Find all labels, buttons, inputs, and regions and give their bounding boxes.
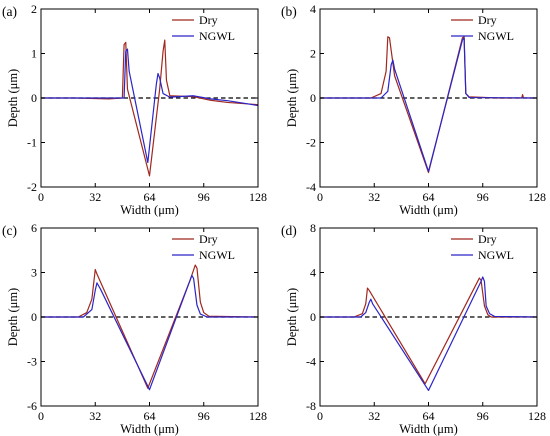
legend-label-dry: Dry bbox=[478, 232, 497, 246]
x-tick-label: 64 bbox=[423, 190, 435, 204]
x-tick-label: 32 bbox=[89, 190, 101, 204]
legend-label-ngwl: NGWL bbox=[478, 29, 514, 43]
chart-panel-3: 0 32 64 96 128 -6 -3 0 3 6 Width (μm) Depth (μm) (c)… bbox=[2, 221, 267, 436]
legend: Dry NGWL bbox=[451, 13, 514, 43]
legend-label-dry: Dry bbox=[199, 232, 218, 246]
x-axis-label: Width (μm) bbox=[120, 422, 179, 436]
y-tick-label: -1 bbox=[27, 136, 37, 150]
series-line-ngwl bbox=[320, 276, 538, 392]
panel-label: (d) bbox=[281, 223, 297, 238]
chart-panel-1: 0 32 64 96 128 -2 -1 0 1 2 Width (μm) Depth (μm) (a)… bbox=[2, 2, 267, 217]
x-tick-label: 96 bbox=[198, 409, 210, 423]
y-tick-label: 2 bbox=[310, 47, 316, 61]
y-tick-label: 4 bbox=[310, 2, 316, 16]
legend-label-dry: Dry bbox=[199, 13, 218, 27]
legend: Dry NGWL bbox=[451, 232, 514, 262]
y-axis-label: Depth (μm) bbox=[285, 69, 299, 127]
x-tick-label: 32 bbox=[368, 409, 380, 423]
legend: Dry NGWL bbox=[172, 13, 235, 43]
y-tick-label: 8 bbox=[310, 221, 316, 235]
x-tick-label: 0 bbox=[38, 190, 44, 204]
x-tick-label: 128 bbox=[528, 190, 546, 204]
series-line-dry bbox=[320, 36, 537, 174]
x-axis-label: Width (μm) bbox=[120, 203, 179, 217]
x-tick-label: 96 bbox=[198, 190, 210, 204]
series-line-ngwl bbox=[320, 37, 538, 173]
x-tick-label: 0 bbox=[38, 409, 44, 423]
y-tick-label: 0 bbox=[310, 91, 316, 105]
chart-panel-4: 0 32 64 96 128 -8 -4 0 4 8 Width (μm) Depth (μm) (d)… bbox=[281, 221, 546, 436]
x-tick-label: 128 bbox=[528, 409, 546, 423]
legend-label-dry: Dry bbox=[478, 13, 497, 27]
y-axis-label: Depth (μm) bbox=[6, 69, 20, 127]
x-tick-label: 64 bbox=[423, 409, 435, 423]
y-tick-label: 0 bbox=[31, 310, 37, 324]
x-tick-label: 32 bbox=[89, 409, 101, 423]
panel-label: (c) bbox=[2, 223, 17, 238]
x-tick-label: 64 bbox=[144, 190, 156, 204]
series-line-dry bbox=[41, 264, 259, 389]
y-tick-label: -3 bbox=[27, 355, 37, 369]
panel-label: (b) bbox=[281, 4, 297, 19]
y-tick-label: -4 bbox=[306, 355, 316, 369]
x-tick-label: 64 bbox=[144, 409, 156, 423]
legend: Dry NGWL bbox=[172, 232, 235, 262]
x-tick-label: 128 bbox=[249, 409, 267, 423]
y-tick-label: -2 bbox=[27, 180, 37, 194]
y-tick-label: -4 bbox=[306, 180, 316, 194]
x-tick-label: 32 bbox=[368, 190, 380, 204]
legend-label-ngwl: NGWL bbox=[199, 29, 235, 43]
x-tick-label: 96 bbox=[477, 190, 489, 204]
chart-panel-2: 0 32 64 96 128 -4 -2 0 2 4 Width (μm) Depth (μm) (b)… bbox=[281, 2, 546, 217]
y-tick-label: 2 bbox=[31, 2, 37, 16]
series-line-ngwl bbox=[41, 274, 258, 391]
y-tick-label: 3 bbox=[31, 266, 37, 280]
y-tick-label: -8 bbox=[306, 399, 316, 413]
series-line-dry bbox=[320, 277, 537, 385]
x-tick-label: 0 bbox=[317, 190, 323, 204]
series-line-ngwl bbox=[41, 48, 259, 164]
x-tick-label: 96 bbox=[477, 409, 489, 423]
legend-label-ngwl: NGWL bbox=[478, 248, 514, 262]
panel-label: (a) bbox=[2, 4, 17, 19]
x-axis-label: Width (μm) bbox=[399, 203, 458, 217]
legend-label-ngwl: NGWL bbox=[199, 248, 235, 262]
y-axis-label: Depth (μm) bbox=[6, 288, 20, 346]
y-tick-label: 0 bbox=[310, 310, 316, 324]
y-tick-label: 4 bbox=[310, 266, 316, 280]
y-tick-label: -2 bbox=[306, 136, 316, 150]
x-axis-label: Width (μm) bbox=[399, 422, 458, 436]
x-tick-label: 128 bbox=[249, 190, 267, 204]
y-tick-label: 1 bbox=[31, 47, 37, 61]
y-tick-label: 6 bbox=[31, 221, 37, 235]
y-axis-label: Depth (μm) bbox=[285, 288, 299, 346]
x-tick-label: 0 bbox=[317, 409, 323, 423]
y-tick-label: -6 bbox=[27, 399, 37, 413]
series-line-dry bbox=[41, 39, 259, 177]
y-tick-label: 0 bbox=[31, 91, 37, 105]
